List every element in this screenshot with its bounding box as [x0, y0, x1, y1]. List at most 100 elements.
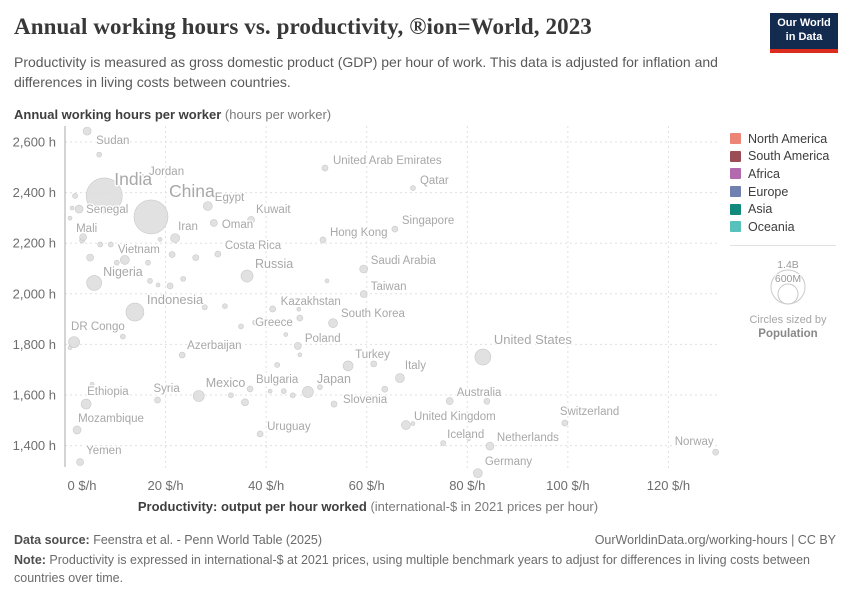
country-label-slovenia[interactable]: Slovenia [342, 393, 389, 408]
data-point-south-korea[interactable] [328, 318, 338, 328]
data-point[interactable] [483, 398, 491, 405]
data-point[interactable] [155, 282, 161, 288]
data-point-iceland[interactable] [440, 440, 446, 446]
owid-logo[interactable]: Our World in Data [770, 13, 838, 53]
data-point-united-arab-emirates[interactable] [321, 164, 329, 172]
data-point-nigeria[interactable] [86, 275, 102, 291]
data-point-costa-rica[interactable] [214, 250, 222, 258]
data-point-saudi-arabia[interactable] [359, 264, 368, 274]
data-point[interactable] [228, 392, 234, 399]
data-point[interactable] [297, 352, 303, 358]
data-point-uruguay[interactable] [256, 430, 264, 438]
data-point[interactable] [466, 436, 472, 442]
data-point-poland[interactable] [294, 342, 302, 350]
country-label-germany[interactable]: Germany [484, 455, 534, 470]
data-point-china[interactable] [133, 199, 169, 235]
legend-item-asia[interactable]: Asia [730, 200, 846, 218]
data-point-vietnam[interactable] [120, 255, 130, 265]
data-point-kuwait[interactable] [247, 216, 255, 224]
data-point[interactable] [370, 360, 378, 368]
owid-link[interactable]: OurWorldinData.org/working-hours | CC BY [594, 533, 836, 547]
country-label-south-korea[interactable]: South Korea [340, 307, 407, 322]
data-point-netherlands[interactable] [485, 441, 495, 451]
country-label-senegal[interactable]: Senegal [85, 203, 130, 218]
data-point-iran[interactable] [170, 233, 180, 243]
data-point[interactable] [107, 241, 114, 248]
data-point[interactable] [238, 323, 244, 330]
data-point[interactable] [274, 362, 281, 368]
legend-item-europe[interactable]: Europe [730, 183, 846, 201]
country-label-united-states[interactable]: United States [493, 331, 574, 349]
data-point[interactable] [160, 294, 166, 300]
country-label-iceland[interactable]: Iceland [446, 428, 486, 443]
country-label-egypt[interactable]: Egypt [214, 191, 247, 206]
data-point-russia[interactable] [240, 269, 254, 283]
data-point-bulgaria[interactable] [246, 385, 254, 393]
country-label-kazakhstan[interactable]: Kazakhstan [279, 295, 342, 310]
data-point[interactable] [180, 276, 186, 282]
country-label-australia[interactable]: Australia [455, 386, 503, 401]
country-label-iran[interactable]: Iran [177, 220, 199, 235]
data-point-kazakhstan[interactable] [269, 305, 276, 313]
country-label-qatar[interactable]: Qatar [419, 174, 450, 189]
data-point[interactable] [280, 388, 287, 395]
country-label-indonesia[interactable]: Indonesia [146, 291, 206, 309]
data-point-hong-kong[interactable] [319, 236, 327, 244]
data-point-singapore[interactable] [391, 225, 399, 233]
data-point-united-states[interactable] [474, 348, 492, 366]
data-point-syria[interactable] [154, 396, 161, 404]
legend-item-oceania[interactable]: Oceania [730, 218, 846, 236]
data-point-japan[interactable] [302, 386, 314, 398]
country-label-poland[interactable]: Poland [304, 332, 342, 347]
country-label-kuwait[interactable]: Kuwait [255, 203, 293, 218]
data-point[interactable] [72, 193, 78, 199]
country-label-vietnam[interactable]: Vietnam [117, 243, 161, 258]
data-point-senegal[interactable] [74, 204, 84, 214]
country-label-uruguay[interactable]: Uruguay [266, 420, 312, 435]
country-label-turkey[interactable]: Turkey [354, 348, 391, 363]
country-label-russia[interactable]: Russia [254, 256, 295, 273]
country-label-hong-kong[interactable]: Hong Kong [329, 226, 389, 241]
country-label-dr-congo[interactable]: DR Congo [70, 320, 126, 335]
data-point-jordan[interactable] [138, 174, 146, 182]
country-label-singapore[interactable]: Singapore [401, 214, 456, 229]
data-point[interactable] [410, 421, 416, 426]
data-point-yemen[interactable] [76, 458, 84, 466]
data-point[interactable] [289, 392, 296, 399]
data-point[interactable] [147, 278, 153, 284]
country-label-sudan[interactable]: Sudan [95, 134, 131, 149]
data-point[interactable] [381, 385, 389, 393]
country-label-norway[interactable]: Norway [673, 435, 715, 450]
data-point[interactable] [97, 241, 104, 248]
country-label-switzerland[interactable]: Switzerland [559, 405, 621, 420]
data-point-indonesia[interactable] [125, 302, 145, 322]
data-point[interactable] [113, 259, 120, 266]
country-label-jordan[interactable]: Jordan [148, 165, 186, 180]
data-point[interactable] [201, 304, 208, 311]
legend-item-north-america[interactable]: North America [730, 130, 846, 148]
country-label-united-arab-emirates[interactable]: United Arab Emirates [332, 154, 443, 169]
data-point-greece[interactable] [296, 314, 304, 322]
data-point-switzerland[interactable] [561, 419, 569, 427]
country-label-mexico[interactable]: Mexico [205, 375, 247, 392]
data-point[interactable] [89, 381, 95, 387]
data-point[interactable] [296, 306, 302, 312]
country-label-mali[interactable]: Mali [75, 222, 99, 237]
data-point[interactable] [145, 259, 151, 266]
country-label-saudi-arabia[interactable]: Saudi Arabia [369, 254, 437, 269]
data-point-ethiopia[interactable] [80, 398, 92, 410]
country-label-india[interactable]: India [113, 168, 154, 191]
country-label-taiwan[interactable]: Taiwan [369, 280, 407, 295]
country-label-italy[interactable]: Italy [404, 359, 428, 374]
data-point-norway[interactable] [712, 448, 720, 456]
country-label-greece[interactable]: Greece [254, 316, 294, 331]
country-label-japan[interactable]: Japan [316, 371, 353, 388]
country-label-yemen[interactable]: Yemen [85, 444, 123, 459]
data-point[interactable] [67, 215, 73, 221]
data-point-azerbaijan[interactable] [178, 351, 186, 359]
data-point[interactable] [324, 278, 330, 284]
data-point[interactable] [166, 282, 174, 290]
country-label-ethiopia[interactable]: Ethiopia [86, 385, 131, 400]
data-point[interactable] [241, 398, 249, 407]
country-label-netherlands[interactable]: Netherlands [496, 431, 561, 446]
